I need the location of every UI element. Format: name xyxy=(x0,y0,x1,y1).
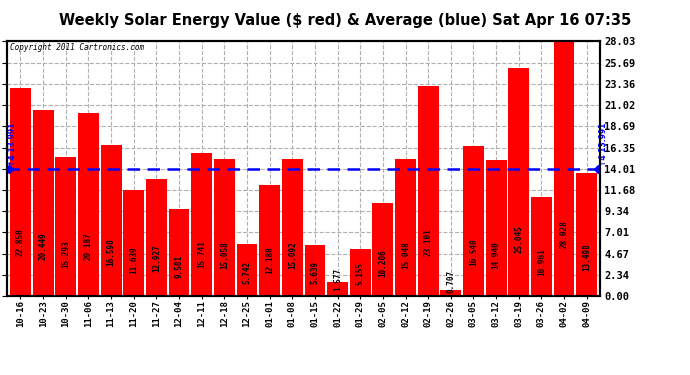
Text: 22.850: 22.850 xyxy=(16,228,25,256)
Text: 1.577: 1.577 xyxy=(333,268,342,291)
Text: 14.940: 14.940 xyxy=(491,241,501,269)
Text: 12.927: 12.927 xyxy=(152,244,161,272)
Text: 20.187: 20.187 xyxy=(84,233,93,261)
Text: Copyright 2011 Cartronics.com: Copyright 2011 Cartronics.com xyxy=(10,42,144,51)
Bar xyxy=(553,41,575,296)
Text: 16.540: 16.540 xyxy=(469,238,478,266)
Bar xyxy=(304,245,326,296)
Text: 5.639: 5.639 xyxy=(310,261,319,284)
Bar xyxy=(395,159,416,296)
Bar xyxy=(440,290,461,296)
Bar xyxy=(214,159,235,296)
Bar xyxy=(146,178,167,296)
Bar xyxy=(101,146,121,296)
Text: 28.028: 28.028 xyxy=(560,220,569,248)
Bar xyxy=(486,160,506,296)
Text: ↑4 13.991: ↑4 13.991 xyxy=(8,123,17,166)
Bar xyxy=(350,249,371,296)
Text: 15.293: 15.293 xyxy=(61,241,70,268)
Text: 16.590: 16.590 xyxy=(106,238,116,266)
Text: 12.180: 12.180 xyxy=(265,246,274,274)
Bar xyxy=(55,157,76,296)
Bar xyxy=(78,112,99,296)
Bar xyxy=(576,174,597,296)
Bar xyxy=(463,146,484,296)
Text: 20.449: 20.449 xyxy=(39,232,48,260)
Text: 25.045: 25.045 xyxy=(514,225,523,252)
Text: 10.961: 10.961 xyxy=(537,248,546,276)
Text: 13.498: 13.498 xyxy=(582,244,591,272)
Bar xyxy=(191,153,212,296)
Bar xyxy=(168,209,190,296)
Text: 11.639: 11.639 xyxy=(129,247,138,274)
Text: 15.058: 15.058 xyxy=(220,241,229,269)
Bar xyxy=(32,110,54,296)
Text: 15.741: 15.741 xyxy=(197,240,206,268)
Bar xyxy=(237,244,257,296)
Bar xyxy=(282,159,303,296)
Text: 5.742: 5.742 xyxy=(242,261,251,284)
Text: 0.707: 0.707 xyxy=(446,270,455,293)
Bar xyxy=(531,196,552,296)
Bar xyxy=(259,186,280,296)
Text: Weekly Solar Energy Value ($ red) & Average (blue) Sat Apr 16 07:35: Weekly Solar Energy Value ($ red) & Aver… xyxy=(59,13,631,28)
Text: ↑4 13.991: ↑4 13.991 xyxy=(599,123,608,166)
Text: 23.101: 23.101 xyxy=(424,228,433,256)
Text: 9.581: 9.581 xyxy=(175,255,184,278)
Bar xyxy=(124,190,144,296)
Bar xyxy=(10,88,31,296)
Text: 10.206: 10.206 xyxy=(378,249,387,277)
Bar xyxy=(509,68,529,296)
Text: 5.155: 5.155 xyxy=(356,262,365,285)
Bar xyxy=(373,203,393,296)
Text: 15.092: 15.092 xyxy=(288,241,297,269)
Bar xyxy=(327,282,348,296)
Bar xyxy=(417,86,439,296)
Text: 15.048: 15.048 xyxy=(401,241,410,269)
